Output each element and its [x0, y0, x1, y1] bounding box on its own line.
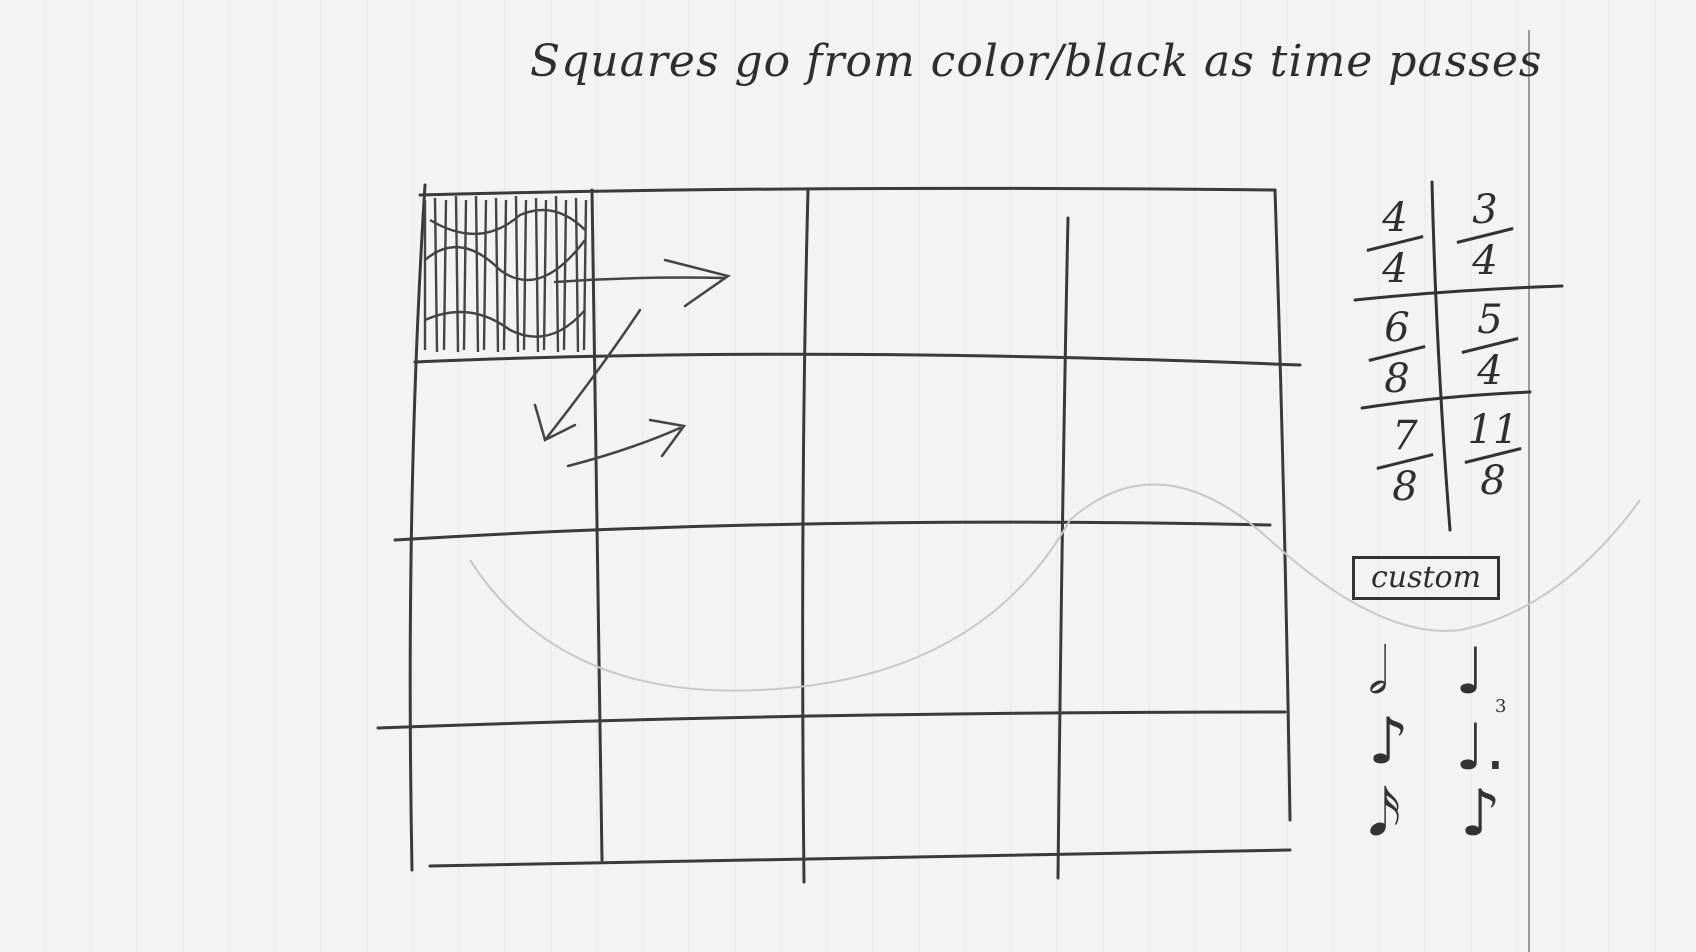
sixteenth-note-icon[interactable]: 𝅘𝅥𝅯 [1368, 777, 1402, 851]
grid-col-line-2 [801, 188, 810, 884]
custom-button[interactable]: custom [1352, 556, 1500, 600]
grid-row-line-3 [376, 710, 1287, 730]
timesig-denominator: 8 [1392, 464, 1418, 510]
margin-line [1528, 30, 1530, 952]
timesig-6-8[interactable]: 6 8 [1362, 306, 1432, 401]
grid-col-line-1 [590, 188, 604, 862]
timesig-numerator: 4 [1382, 195, 1408, 241]
timesig-numerator: 11 [1467, 407, 1519, 453]
timesig-7-8[interactable]: 7 8 [1370, 414, 1440, 509]
timesig-denominator: 8 [1480, 458, 1506, 504]
timesig-denominator: 4 [1382, 246, 1408, 292]
grid-left-edge [408, 183, 427, 872]
timesig-11-8[interactable]: 11 8 [1458, 408, 1528, 503]
timesig-3-4[interactable]: 3 4 [1450, 188, 1520, 283]
filled-square-hatching [423, 195, 588, 353]
timesig-numerator: 7 [1392, 413, 1418, 459]
grid-row-line-1 [413, 352, 1302, 367]
grid-right-edge [1273, 188, 1292, 822]
triplet-label: 3 [1495, 696, 1507, 717]
timesig-4-4[interactable]: 4 4 [1360, 196, 1430, 291]
timesig-numerator: 5 [1477, 297, 1503, 343]
quarter-note-icon[interactable]: ♩ [1455, 635, 1486, 709]
timesig-numerator: 3 [1472, 187, 1498, 233]
timesig-denominator: 4 [1472, 238, 1498, 284]
timesig-numerator: 6 [1384, 305, 1410, 351]
sketch-title: Squares go from color/black as time pass… [530, 36, 1543, 87]
grid-bottom-edge [428, 848, 1292, 868]
timesig-denominator: 8 [1384, 356, 1410, 402]
timesig-table-lines [1353, 180, 1564, 532]
arrow-down-left [543, 308, 642, 442]
arrow-right-1 [553, 276, 727, 284]
grid-col-line-3 [1056, 216, 1070, 880]
grid-top-edge [418, 186, 1277, 197]
dotted-quarter-note-icon[interactable]: ♩. [1455, 711, 1506, 785]
faint-background-curve [469, 483, 1641, 692]
grid-row-line-2 [393, 520, 1272, 542]
timesig-5-4[interactable]: 5 4 [1455, 298, 1525, 393]
progress-arrows [533, 258, 731, 468]
arrow-right-2 [566, 426, 682, 468]
timesig-denominator: 4 [1477, 348, 1503, 394]
half-note-icon[interactable]: 𝅗𝅥 [1368, 635, 1389, 709]
eighth-note-icon[interactable]: ♪ [1368, 705, 1409, 779]
sixteenth-note-alt-icon[interactable]: ♪ [1460, 777, 1501, 851]
